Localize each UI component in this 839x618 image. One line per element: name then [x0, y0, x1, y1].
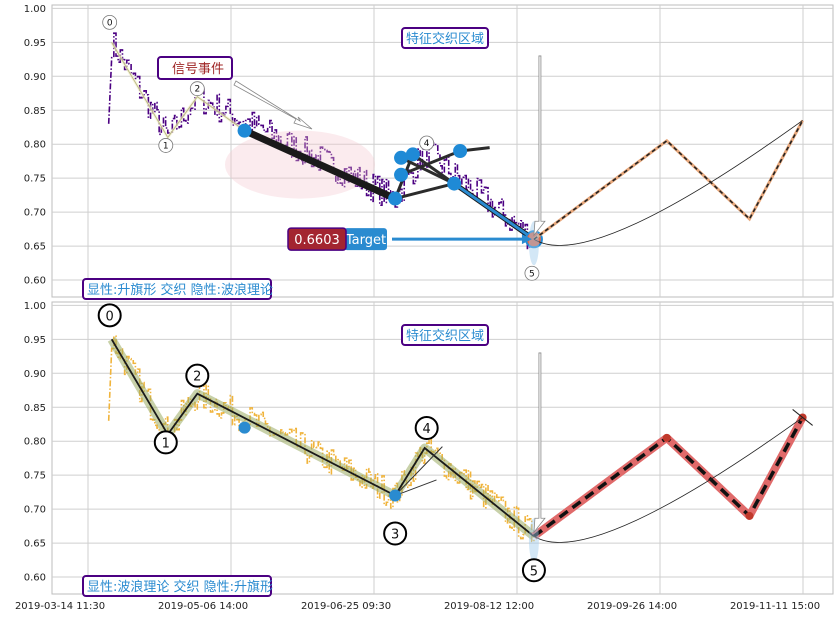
x-tick-label: 2019-05-06 14:00 [158, 601, 248, 612]
marker-point [388, 191, 403, 206]
y-tick-label: 0.60 [24, 276, 46, 287]
wave-point-label: 5 [530, 564, 538, 579]
y-tick-label: 0.60 [24, 573, 46, 584]
wave-point-marker [102, 14, 118, 30]
projection-arc [533, 417, 803, 543]
zone-label: 特征交织区域 [406, 31, 484, 47]
value-badge-bg [287, 227, 347, 251]
marker-point [394, 167, 409, 182]
y-tick-label: 0.85 [24, 106, 46, 117]
forecast-point [745, 511, 754, 520]
target-arrow-head [521, 234, 532, 245]
wave-point-marker [185, 363, 210, 388]
signal-label-box [157, 56, 233, 80]
marker-point [447, 176, 462, 191]
wave-point-marker [189, 81, 205, 97]
wave-point-label: 2 [194, 85, 200, 95]
x-tick-label: 2019-06-25 09:30 [301, 601, 391, 612]
pattern-label: 显性:波浪理论 交织 隐性:升旗形 [87, 579, 273, 595]
pattern-link-line [412, 153, 456, 185]
wave-point-label: 4 [423, 422, 431, 437]
y-tick-label: 0.75 [24, 174, 46, 185]
panel-bottom: 1.00 0.95 0.90 0.85 0.80 0.75 0.70 0.65 0.60 特征交织… [24, 301, 834, 597]
signal-label: 信号事件 [172, 62, 224, 77]
wave-point-marker [97, 303, 122, 328]
y-tick-label: 0.90 [24, 72, 46, 83]
wave-point-marker [524, 265, 540, 281]
zone-ellipse [225, 130, 375, 199]
pattern-label: 显性:升旗形 交织 隐性:波浪理论 [87, 282, 273, 298]
marker-point [453, 144, 468, 158]
wave-point-marker [419, 135, 435, 151]
value-badge: 0.6603 [294, 233, 340, 248]
y-tick-label: 0.95 [24, 335, 46, 346]
pattern-link-line [400, 149, 461, 177]
marker-point [389, 489, 402, 502]
forecast-line [532, 416, 805, 538]
y-tick-label: 0.75 [24, 471, 46, 482]
signal-arrow [233, 80, 313, 130]
wave-line [110, 338, 535, 537]
wave-outline-glow [110, 41, 246, 141]
wave-point-marker [521, 558, 546, 583]
x-tick-label: 2019-09-26 14:00 [587, 601, 677, 612]
target-label: Target [345, 233, 386, 248]
marker-point [237, 123, 252, 138]
y-tick-label: 0.95 [24, 38, 46, 49]
zone-arrow [533, 352, 546, 534]
zone-arrow [533, 55, 546, 237]
x-tick-label: 2019-08-12 12:00 [444, 601, 534, 612]
target-badge-bg [344, 228, 387, 251]
wave-point-label: 1 [162, 436, 170, 451]
wave-point-label: 3 [391, 528, 399, 543]
pattern-label-box [82, 575, 272, 597]
pattern-link-line [394, 182, 455, 200]
marker-point [405, 147, 420, 162]
forecast-point [662, 433, 671, 442]
panel-top: 1.00 0.95 0.90 0.85 0.80 0.75 0.70 0.65 0.60 特征交织… [24, 4, 834, 300]
y-tick-label: 0.65 [24, 539, 46, 550]
y-tick-label: 0.80 [24, 140, 46, 151]
forecast-line-base [533, 119, 804, 241]
wave-point-label: 0 [106, 309, 114, 324]
x-tick-label: 2019-11-11 15:00 [730, 601, 820, 612]
wave-point-label: 2 [193, 370, 201, 385]
zone-label-box [401, 27, 489, 49]
y-tick-label: 0.70 [24, 505, 46, 516]
marker-point [238, 421, 251, 434]
y-tick-label: 0.80 [24, 437, 46, 448]
wave-point-marker [383, 521, 408, 546]
plot-frame [51, 4, 834, 298]
marker-point [394, 150, 409, 165]
y-tick-label: 0.65 [24, 242, 46, 253]
forecast-end-tick [792, 409, 813, 426]
flag-channel-line [394, 479, 437, 497]
breakout-line [453, 182, 535, 241]
projection-arc [533, 120, 803, 246]
wave-point-label: 5 [529, 269, 535, 279]
y-tick-label: 1.00 [24, 301, 46, 312]
y-tick-label: 1.00 [24, 4, 46, 15]
wave-point-label: 0 [107, 18, 113, 28]
y-tick-label: 0.70 [24, 208, 46, 219]
wave-point-label: 4 [424, 139, 430, 149]
flag-pole-line [243, 127, 397, 202]
y-tick-label: 0.90 [24, 369, 46, 380]
x-tick-label: 2019-03-14 11:30 [15, 601, 105, 612]
wave-point-marker [153, 430, 178, 455]
wave-point-marker [414, 416, 439, 440]
wave-point-marker [158, 138, 174, 153]
flag-channel-line [394, 446, 443, 496]
zone-label-box [401, 324, 489, 346]
plot-frame [51, 301, 834, 595]
pattern-link-line [400, 156, 455, 185]
pattern-label-box [82, 278, 272, 300]
wave-point-label: 1 [163, 141, 169, 151]
y-tick-label: 0.85 [24, 403, 46, 414]
price-series-line [107, 32, 535, 250]
zone-label: 特征交织区域 [406, 328, 484, 344]
